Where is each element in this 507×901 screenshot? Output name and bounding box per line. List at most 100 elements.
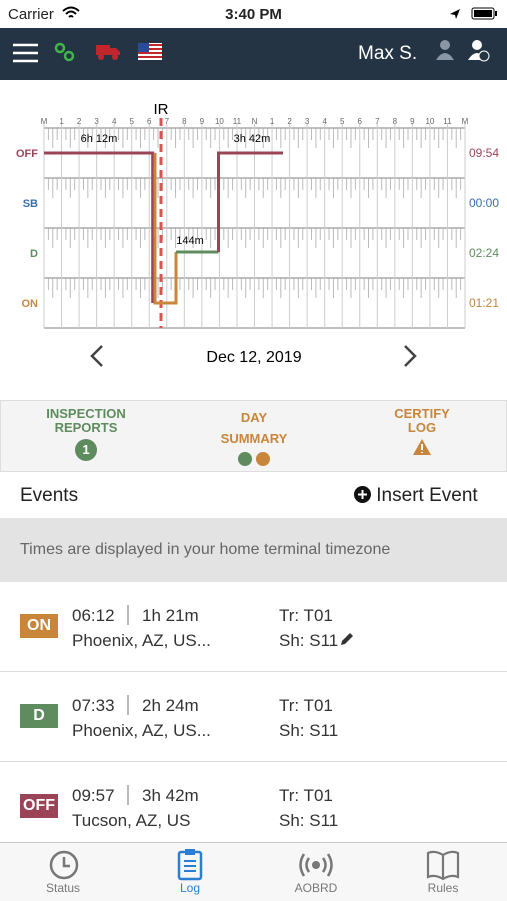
hour-label: 10 xyxy=(425,117,434,126)
next-day[interactable] xyxy=(404,345,417,367)
event-duration: 1h 21m xyxy=(142,606,199,625)
hour-label: 6 xyxy=(147,117,152,126)
row-total: 00:00 xyxy=(469,196,499,210)
trailer: Tr: T01 xyxy=(279,786,333,805)
insert-event-label: Insert Event xyxy=(376,485,478,506)
edit-shape xyxy=(341,633,353,645)
hour-label: 2 xyxy=(287,117,292,126)
hour-label: 11 xyxy=(233,117,242,126)
tab-label: INSPECTION REPORTS xyxy=(46,406,126,435)
event-duration: 2h 24m xyxy=(142,696,199,715)
hour-label: 2 xyxy=(77,117,82,126)
menu-button[interactable] xyxy=(12,42,40,64)
divider xyxy=(127,785,129,805)
hour-label: 3 xyxy=(305,117,310,126)
row-label: SB xyxy=(23,198,38,210)
certify-log-tab[interactable]: CERTIFY LOG xyxy=(347,407,497,456)
aobrd-tab[interactable]: AOBRD xyxy=(294,881,338,895)
rules-tab[interactable]: Rules xyxy=(427,881,459,895)
wifi-icon xyxy=(62,6,80,18)
hour-label: 1 xyxy=(270,117,275,126)
status-badge: ON xyxy=(20,614,58,638)
event-row[interactable]: ON 06:12 1h 21m Phoenix, AZ, US... Tr: T01 Sh… xyxy=(0,582,507,672)
log-date: Dec 12, 2019 xyxy=(206,349,301,366)
inspection-reports-tab[interactable]: INSPECTION REPORTS 1 xyxy=(11,407,161,461)
flag-icon xyxy=(138,43,162,60)
event-location: Tucson, AZ, US xyxy=(72,811,191,830)
link-icon xyxy=(54,42,75,62)
tab-bar: Status Log AOBRD Rules xyxy=(0,842,507,901)
tab-label: DAY SUMMARY xyxy=(220,410,288,446)
duration-label: 6h 12m xyxy=(81,133,118,145)
aobrd-icon xyxy=(299,853,333,877)
event-time: 06:12 xyxy=(72,606,115,625)
trailer: Tr: T01 xyxy=(279,606,333,625)
battery-icon xyxy=(450,7,497,20)
hour-label: M xyxy=(462,117,469,126)
hour-label: 3 xyxy=(94,117,99,126)
log-tab[interactable]: Log xyxy=(179,881,201,895)
prev-day[interactable] xyxy=(90,345,103,367)
hour-label: M xyxy=(41,117,48,126)
notice-text: Times are displayed in your home termina… xyxy=(20,541,391,558)
event-row[interactable]: OFF 09:57 3h 42m Tucson, AZ, US Tr: T01 Sh: S… xyxy=(0,762,507,843)
rules-icon xyxy=(426,850,460,881)
ir-label: IR xyxy=(154,101,169,118)
dots xyxy=(209,451,299,472)
hour-label: 4 xyxy=(112,117,117,126)
hour-label: 8 xyxy=(182,117,187,126)
log-graph: OFF 09:54 SB 00:00 D 02:24 ON 01:21 M 1 2 3 4 5 6 7 8 9 10… xyxy=(16,101,499,367)
status-tab[interactable]: Status xyxy=(45,881,81,895)
hour-label: 6 xyxy=(358,117,363,126)
duration-label: 3h 42m xyxy=(234,133,271,145)
hour-label: 10 xyxy=(215,117,224,126)
user-name[interactable]: Max S. xyxy=(358,43,418,64)
event-time: 09:57 xyxy=(72,786,115,805)
event-duration: 3h 42m xyxy=(142,786,199,805)
divider xyxy=(127,605,129,625)
user-icons[interactable] xyxy=(434,38,494,64)
warning-icon xyxy=(413,439,431,455)
hour-label: 5 xyxy=(340,117,345,126)
nav-bar: Max S. xyxy=(0,28,507,80)
hour-label: 9 xyxy=(410,117,415,126)
events-header: Events Insert Event xyxy=(0,471,507,518)
hour-label: N xyxy=(252,117,258,126)
clock: 3:40 PM xyxy=(225,6,282,23)
shipping: Sh: S11 xyxy=(279,721,339,740)
row-total: 01:21 xyxy=(469,296,499,310)
log-icon xyxy=(177,849,203,881)
row-total: 09:54 xyxy=(469,146,499,160)
hour-label: 11 xyxy=(443,117,452,126)
summary-tabs: INSPECTION REPORTS 1 DAY SUMMARY CERTIFY … xyxy=(0,400,507,472)
insert-event-button[interactable]: Insert Event xyxy=(354,485,478,507)
hour-label: 8 xyxy=(393,117,398,126)
status-line-off xyxy=(44,151,155,303)
event-location: Phoenix, AZ, US... xyxy=(72,631,211,650)
trailer: Tr: T01 xyxy=(279,696,333,715)
hour-label: 9 xyxy=(200,117,205,126)
status-badge: OFF xyxy=(20,794,58,818)
status-line-on xyxy=(153,153,178,305)
events-title: Events xyxy=(20,485,79,506)
status-line-off-2 xyxy=(217,151,283,252)
timezone-notice: Times are displayed in your home termina… xyxy=(0,518,507,582)
duration-label: 144m xyxy=(176,235,204,247)
hour-label: 5 xyxy=(129,117,134,126)
hour-label: 7 xyxy=(165,117,170,126)
status-badge: D xyxy=(20,704,58,728)
hour-label: 4 xyxy=(322,117,327,126)
row-label: OFF xyxy=(16,148,38,160)
event-location: Phoenix, AZ, US... xyxy=(72,721,211,740)
row-label: D xyxy=(30,248,38,260)
event-time: 07:33 xyxy=(72,696,115,715)
carrier: Carrier xyxy=(8,6,54,23)
day-summary-tab[interactable]: DAY SUMMARY xyxy=(179,407,329,472)
event-row[interactable]: D 07:33 2h 24m Phoenix, AZ, US... Tr: T01 Sh:… xyxy=(0,672,507,762)
plus-icon xyxy=(354,486,371,503)
status-icon xyxy=(49,850,79,880)
row-total: 02:24 xyxy=(469,246,499,260)
shipping: Sh: S11 xyxy=(279,811,339,830)
tab-label: CERTIFY LOG xyxy=(394,406,450,435)
